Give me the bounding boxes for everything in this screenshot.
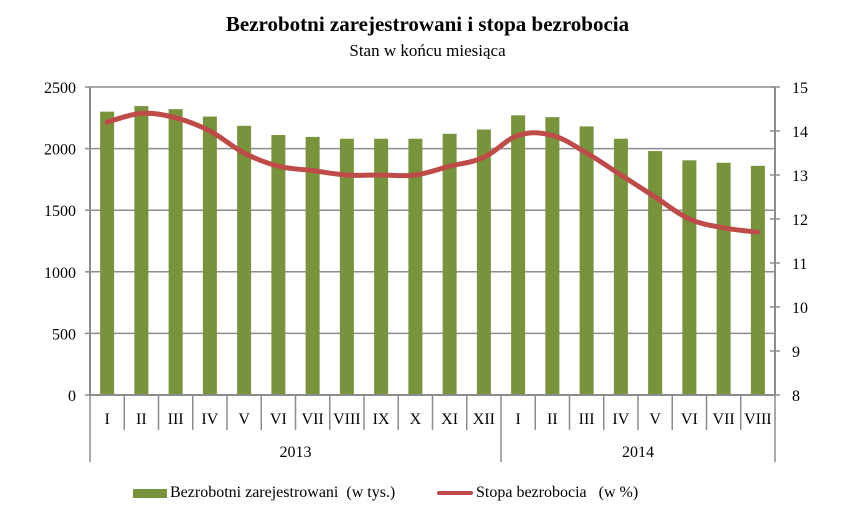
bar: [271, 135, 286, 395]
month-label: I: [104, 411, 109, 428]
month-label: I: [515, 411, 520, 428]
month-label: IX: [373, 411, 390, 428]
year-label: 2013: [280, 444, 312, 461]
month-label: VI: [270, 411, 287, 428]
right-y-axis-labels: 8 9 10 11 12 13 14 15: [792, 80, 808, 405]
left-axis-tick-label: 1500: [44, 203, 76, 220]
month-label: II: [547, 411, 558, 428]
left-axis-tick-label: 2500: [44, 80, 76, 97]
right-axis-tick-label: 15: [792, 80, 808, 97]
month-label: VIII: [744, 411, 772, 428]
bar: [716, 162, 731, 395]
right-axis-tick-label: 11: [792, 256, 807, 273]
bar: [408, 138, 423, 395]
left-axis-tick-label: 1000: [44, 265, 76, 282]
right-axis-tick-label: 12: [792, 212, 808, 229]
month-label: III: [168, 411, 184, 428]
bar-series: [100, 106, 765, 396]
month-label: II: [136, 411, 147, 428]
bar: [511, 115, 526, 395]
bar: [168, 109, 183, 396]
left-axis-tick-label: 0: [68, 388, 76, 405]
month-label: XII: [473, 411, 495, 428]
bar: [648, 151, 663, 395]
bar: [579, 126, 594, 395]
month-label: VI: [681, 411, 698, 428]
bar: [750, 165, 765, 395]
bar: [545, 117, 560, 396]
month-label: III: [579, 411, 595, 428]
month-label: IV: [201, 411, 218, 428]
bar: [613, 138, 628, 395]
bar: [339, 138, 354, 395]
left-y-axis-labels: 0 500 1000 1500 2000 2500: [44, 80, 76, 405]
legend-line-label: Stopa bezrobocia (w %): [476, 484, 639, 501]
legend-item-line: Stopa bezrobocia (w %): [437, 482, 638, 504]
right-axis-tick-label: 13: [792, 168, 808, 185]
right-axis-tick-label: 10: [792, 300, 808, 317]
x-axis-category-labels: I II III IV V VI VII VIII IX X XI XII I II III IV V VI VII…: [104, 411, 771, 428]
bar: [237, 125, 252, 396]
bar: [682, 160, 697, 395]
chart-subtitle: Stan w końcu miesiąca: [349, 41, 506, 60]
month-label: IV: [612, 411, 629, 428]
year-label: 2014: [622, 444, 654, 461]
gridlines: [90, 86, 775, 396]
legend: Bezrobotni zarejestrowani (w tys.) Stopa…: [0, 482, 855, 504]
bar: [202, 116, 217, 396]
right-axis-tick-label: 9: [792, 344, 800, 361]
right-axis-tick-label: 14: [792, 124, 808, 141]
bar: [305, 136, 320, 395]
legend-bar-swatch-icon: [133, 488, 167, 498]
line-series: [104, 110, 761, 235]
axes: [85, 86, 780, 462]
month-label: VIII: [333, 411, 361, 428]
legend-bar-label: Bezrobotni zarejestrowani (w tys.): [170, 484, 396, 501]
left-axis-tick-label: 500: [52, 326, 76, 343]
chart-title: Bezrobotni zarejestrowani i stopa bezrob…: [225, 12, 630, 36]
x-axis-year-labels: 2013 2014: [280, 444, 655, 461]
legend-item-bars: Bezrobotni zarejestrowani (w tys.): [133, 482, 395, 504]
bar: [100, 111, 115, 395]
legend-line-swatch-icon: [437, 491, 473, 495]
left-axis-tick-label: 2000: [44, 142, 76, 159]
month-label: V: [649, 411, 661, 428]
bar: [134, 106, 149, 395]
bar: [442, 133, 457, 396]
right-axis-tick-label: 8: [792, 388, 800, 405]
month-label: XI: [441, 411, 458, 428]
unemployment-rate-line: [104, 110, 761, 235]
month-label: X: [410, 411, 422, 428]
month-label: VII: [713, 411, 735, 428]
month-label: V: [238, 411, 250, 428]
bar: [476, 129, 491, 395]
bar: [374, 138, 389, 395]
month-label: VII: [302, 411, 324, 428]
